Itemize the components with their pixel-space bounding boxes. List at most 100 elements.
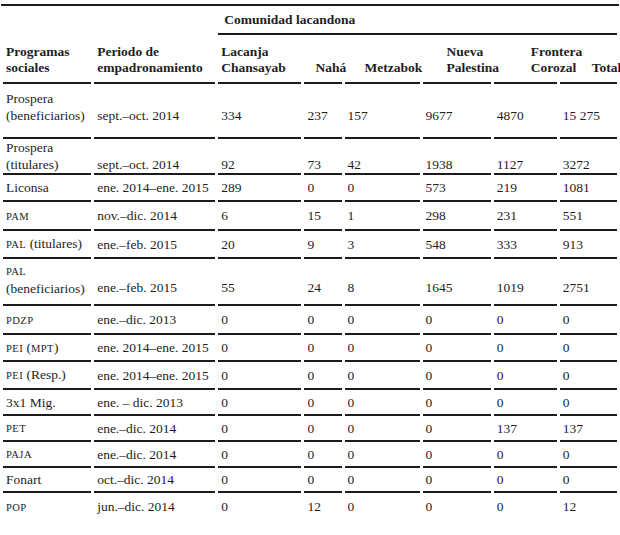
program-cell: PEI (MPT)	[3, 335, 91, 362]
program-label-line: Prospera	[6, 139, 91, 156]
period-cell: ene.–dic. 2013	[94, 306, 215, 335]
program-acronym: PEI	[6, 343, 23, 354]
program-label: Prospera	[6, 140, 53, 155]
program-label-line: 3x1 Mig.	[6, 394, 91, 411]
table-row: Prospera(titulares)sept.–oct. 2014927342…	[3, 139, 617, 175]
value-cell: 1645	[423, 259, 491, 306]
program-acronym: PDZP	[6, 315, 34, 326]
table-row: 3x1 Mig.ene. – dic. 2013000000	[3, 390, 617, 416]
program-label-line: PAL (titulares)	[6, 235, 91, 253]
value-cell: 0	[494, 493, 557, 520]
value-cell: 0	[304, 442, 341, 468]
program-acronym: PET	[6, 423, 26, 434]
program-label: Fonart	[6, 472, 41, 487]
period-cell: ene.–dic. 2014	[94, 442, 215, 468]
program-cell: PAJA	[3, 442, 91, 468]
value-cell: 2751	[560, 259, 617, 306]
column-header-programas: Programas sociales	[3, 35, 91, 84]
value-cell: 20	[218, 231, 301, 259]
program-label-line: PET	[6, 419, 91, 437]
table-row: Liconsaene. 2014–ene. 201528900573219108…	[3, 175, 617, 202]
value-cell: 15	[304, 202, 341, 231]
column-header-metzabok: Metzabok	[345, 35, 420, 84]
value-cell: 0	[423, 442, 491, 468]
table-row: Prospera(beneficiarios)sept.–oct. 201433…	[3, 84, 617, 139]
value-cell: 219	[494, 175, 557, 202]
value-cell: 0	[345, 175, 420, 202]
value-cell: 0	[560, 362, 617, 390]
program-acronym: PEI	[6, 370, 23, 381]
period-cell: oct.–dic. 2014	[94, 468, 215, 493]
value-cell: 0	[304, 416, 341, 442]
program-label-line: PAL	[6, 262, 91, 280]
value-cell: 237	[304, 84, 341, 139]
program-acronym: PAL	[6, 266, 26, 277]
table-row: PAMnov.–dic. 20146151298231551	[3, 202, 617, 231]
scanned-table-page: Comunidad lacandona Programas sociales P…	[0, 0, 620, 535]
program-label-line: PDZP	[6, 311, 91, 329]
value-cell: 9677	[423, 84, 491, 139]
value-cell: 548	[423, 231, 491, 259]
value-cell: 9	[304, 231, 341, 259]
value-cell: 0	[560, 306, 617, 335]
value-cell: 573	[423, 175, 491, 202]
program-label: (	[23, 340, 31, 355]
column-header-nueva-palestina: Nueva Palestina	[423, 35, 491, 84]
program-cell: 3x1 Mig.	[3, 390, 91, 416]
program-cell: Prospera(beneficiarios)	[3, 84, 91, 139]
table-row: PETene.–dic. 20140000137137	[3, 416, 617, 442]
program-label-line: POP	[6, 498, 91, 516]
value-cell: 289	[218, 175, 301, 202]
value-cell: 298	[423, 202, 491, 231]
table-row: Fonartoct.–dic. 2014000000	[3, 468, 617, 493]
value-cell: 0	[218, 493, 301, 520]
program-label-line: (beneficiarios)	[6, 107, 91, 124]
group-header-row: Comunidad lacandona	[3, 6, 617, 35]
value-cell: 12	[560, 493, 617, 520]
program-label-line: PEI (Resp.)	[6, 366, 91, 384]
period-cell: sept.–oct. 2014	[94, 84, 215, 139]
program-cell: PEI (Resp.)	[3, 362, 91, 390]
program-label-line: (beneficiarios)	[6, 280, 91, 297]
program-label-line: Fonart	[6, 471, 91, 488]
table-row: PAL(beneficiarios)ene.–feb. 201555248164…	[3, 259, 617, 306]
value-cell: 157	[345, 84, 420, 139]
value-cell: 334	[218, 84, 301, 139]
value-cell: 0	[304, 306, 341, 335]
value-cell: 551	[560, 202, 617, 231]
program-label-line: Liconsa	[6, 179, 91, 196]
value-cell: 0	[304, 390, 341, 416]
program-acronym: PAL	[6, 239, 26, 250]
period-cell: ene.–dic. 2014	[94, 416, 215, 442]
value-cell: 231	[494, 202, 557, 231]
value-cell: 0	[494, 306, 557, 335]
value-cell: 0	[494, 362, 557, 390]
value-cell: 0	[345, 442, 420, 468]
program-label: (titulares)	[26, 236, 82, 251]
value-cell: 0	[218, 442, 301, 468]
table-row: PAL (titulares)ene.–feb. 201520935483339…	[3, 231, 617, 259]
period-cell: ene. – dic. 2013	[94, 390, 215, 416]
column-header-row: Programas sociales Periodo de empadronam…	[3, 35, 617, 84]
value-cell: 3	[345, 231, 420, 259]
value-cell: 0	[345, 390, 420, 416]
value-cell: 73	[304, 139, 341, 175]
value-cell: 6	[218, 202, 301, 231]
value-cell: 1938	[423, 139, 491, 175]
value-cell: 0	[423, 493, 491, 520]
period-cell: ene.–feb. 2015	[94, 259, 215, 306]
value-cell: 0	[423, 390, 491, 416]
value-cell: 0	[218, 390, 301, 416]
group-header-spacer	[3, 6, 215, 35]
program-cell: PDZP	[3, 306, 91, 335]
program-cell: Fonart	[3, 468, 91, 493]
period-cell: ene.–feb. 2015	[94, 231, 215, 259]
value-cell: 0	[560, 442, 617, 468]
value-cell: 92	[218, 139, 301, 175]
value-cell: 0	[560, 335, 617, 362]
period-cell: ene. 2014–ene. 2015	[94, 175, 215, 202]
value-cell: 0	[345, 416, 420, 442]
column-header-lacanja: Lacanja Chansayab	[218, 35, 301, 84]
value-cell: 0	[423, 362, 491, 390]
program-label: (beneficiarios)	[6, 281, 85, 296]
